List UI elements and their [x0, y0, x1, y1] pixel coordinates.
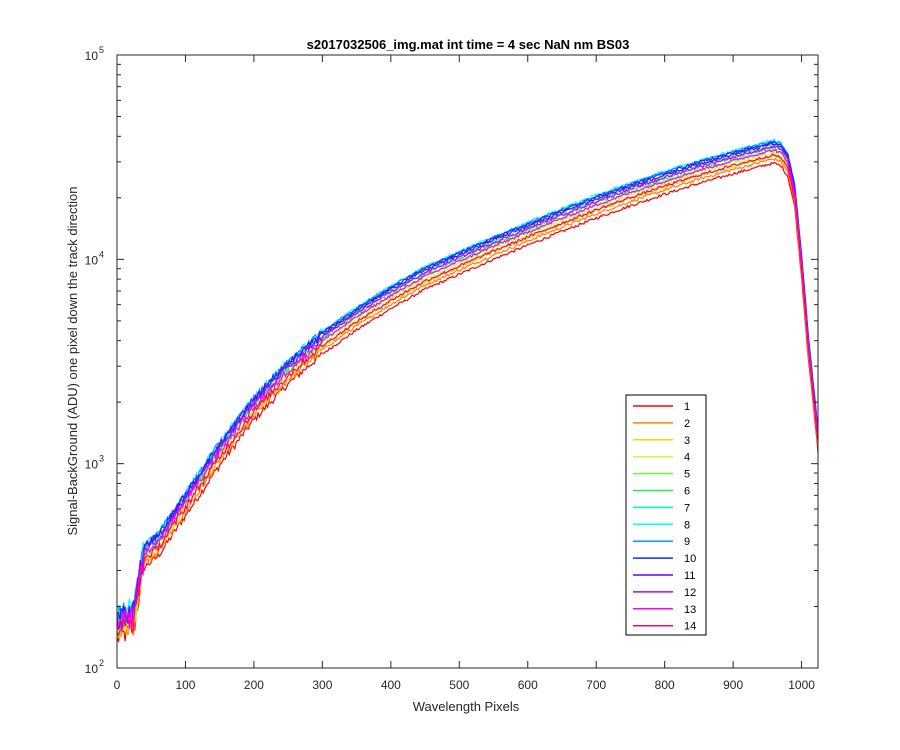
y-tick-base: 10 — [85, 253, 99, 267]
legend-label: 7 — [684, 502, 690, 514]
legend-item: 3 — [633, 435, 690, 447]
legend-item: 14 — [633, 621, 696, 633]
legend-item: 6 — [633, 486, 690, 498]
legend-item: 10 — [633, 553, 696, 565]
y-tick-label: 10 4 — [85, 249, 104, 267]
y-tick-label: 10 5 — [85, 45, 104, 63]
y-tick-label: 10 3 — [85, 454, 104, 472]
legend-label: 5 — [684, 469, 690, 481]
x-tick-label: 500 — [449, 678, 469, 692]
x-tick-label: 400 — [381, 678, 401, 692]
series-line-4 — [116, 151, 819, 639]
legend-item: 7 — [633, 502, 690, 514]
legend-item: 5 — [633, 469, 690, 481]
legend-item: 11 — [633, 570, 695, 582]
y-tick-exponent: 3 — [99, 454, 104, 464]
y-axis-label: Signal-BackGround (ADU) one pixel down t… — [65, 186, 80, 535]
series-line-12 — [116, 145, 819, 631]
x-tick-label: 900 — [723, 678, 743, 692]
y-tick-exponent: 2 — [99, 658, 104, 668]
legend-label: 2 — [684, 418, 690, 430]
x-axis: 0 100 200 300 400 500 600 700 800 900 1000 — [114, 55, 815, 692]
legend-item: 2 — [633, 418, 690, 430]
legend-label: 8 — [684, 519, 690, 531]
legend-label: 9 — [684, 536, 690, 548]
legend-label: 13 — [684, 604, 696, 616]
legend-label: 10 — [684, 553, 696, 565]
legend-box — [625, 394, 707, 636]
x-tick-label: 200 — [244, 678, 264, 692]
legend-item: 4 — [633, 452, 690, 464]
series-line-14 — [116, 153, 819, 637]
x-tick-label: 600 — [518, 678, 538, 692]
y-tick-label: 10 2 — [85, 658, 104, 676]
series-line-10 — [116, 140, 819, 623]
legend-label: 4 — [684, 452, 690, 464]
plot-area — [116, 138, 819, 643]
legend-item: 8 — [633, 519, 690, 531]
x-tick-label: 1000 — [788, 678, 815, 692]
series-line-11 — [116, 142, 819, 629]
y-tick-base: 10 — [85, 458, 99, 472]
legend-item: 13 — [633, 604, 696, 616]
y-tick-base: 10 — [85, 662, 99, 676]
legend-label: 3 — [684, 435, 690, 447]
legend-item: 12 — [633, 587, 696, 599]
x-tick-label: 700 — [586, 678, 606, 692]
y-tick-exponent: 5 — [99, 45, 104, 55]
chart-title: s2017032506_img.mat int time = 4 sec NaN… — [307, 37, 630, 52]
x-tick-label: 800 — [655, 678, 675, 692]
series-line-1 — [116, 161, 819, 643]
y-tick-base: 10 — [85, 49, 99, 63]
legend-label: 14 — [684, 621, 696, 633]
x-tick-label: 300 — [312, 678, 332, 692]
legend-item: 1 — [633, 401, 690, 413]
legend-label: 12 — [684, 587, 696, 599]
axes-box — [116, 54, 819, 669]
series-line-13 — [116, 148, 819, 630]
x-axis-label: Wavelength Pixels — [413, 699, 520, 714]
legend-label: 6 — [684, 486, 690, 498]
y-tick-exponent: 4 — [99, 249, 104, 259]
x-tick-label: 0 — [114, 678, 121, 692]
legend-item: 9 — [633, 536, 690, 548]
legend-label: 1 — [684, 401, 690, 413]
x-tick-label: 100 — [175, 678, 195, 692]
legend-label: 11 — [684, 570, 695, 582]
